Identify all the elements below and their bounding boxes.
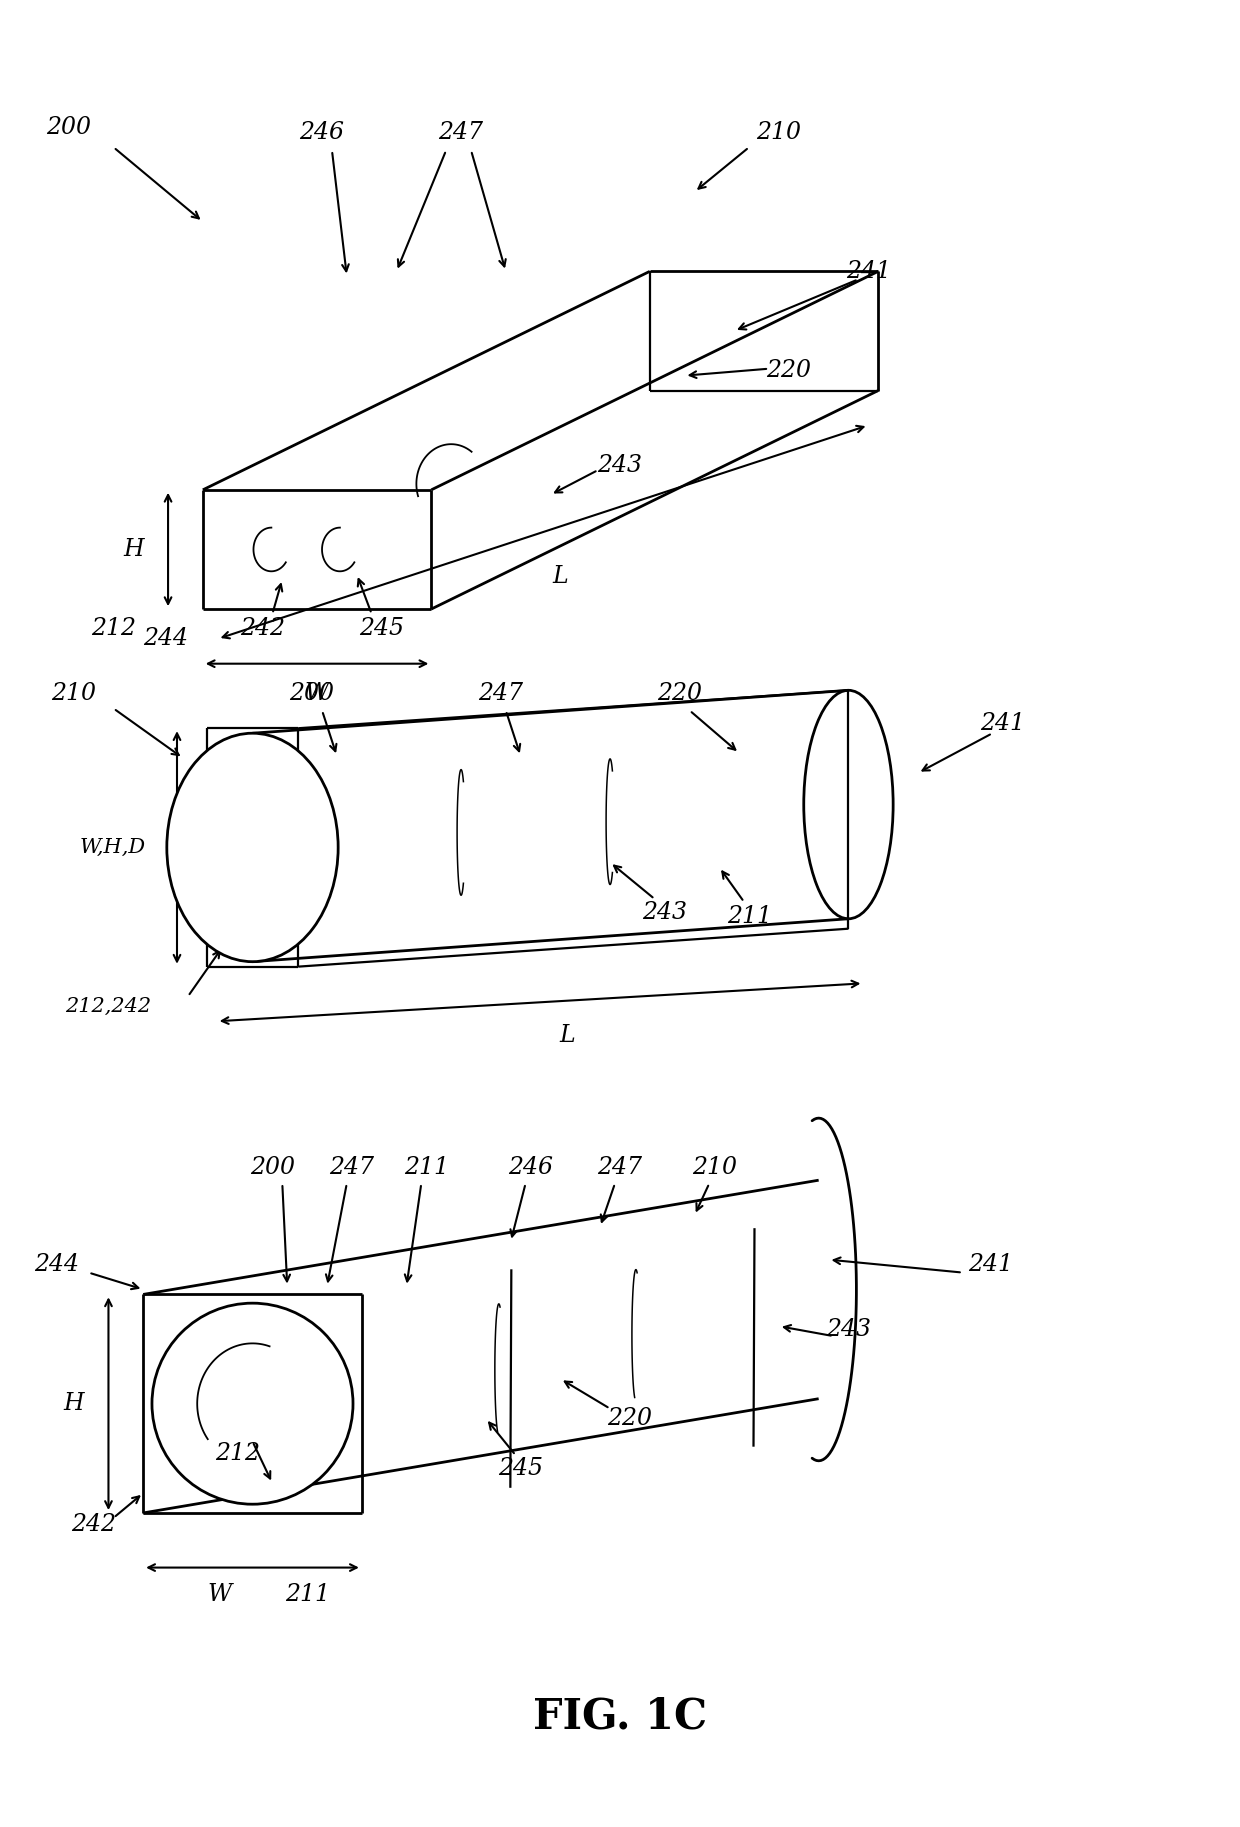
Text: 200: 200 (46, 115, 92, 139)
Text: W: W (207, 1582, 232, 1606)
Text: 210: 210 (692, 1156, 737, 1178)
Text: 200: 200 (290, 681, 335, 705)
Text: 242: 242 (239, 618, 285, 641)
Text: 220: 220 (766, 360, 811, 382)
Text: L: L (553, 565, 568, 588)
Text: 246: 246 (508, 1156, 553, 1178)
Text: 210: 210 (51, 681, 97, 705)
Text: L: L (559, 1025, 575, 1047)
Text: 211: 211 (727, 906, 771, 928)
Text: 220: 220 (657, 681, 702, 705)
Text: 247: 247 (330, 1156, 374, 1178)
Text: 212,242: 212,242 (66, 998, 151, 1016)
Text: H: H (63, 1392, 84, 1416)
Text: 243: 243 (598, 453, 642, 477)
Text: 246: 246 (300, 121, 345, 144)
Text: 245: 245 (498, 1456, 543, 1480)
Ellipse shape (153, 1303, 353, 1504)
Text: 244: 244 (33, 1253, 78, 1275)
Text: W,H,D: W,H,D (79, 839, 145, 857)
Ellipse shape (167, 733, 339, 961)
Text: 241: 241 (846, 259, 890, 283)
Text: 241: 241 (980, 713, 1025, 734)
Text: 241: 241 (967, 1253, 1013, 1275)
Text: 245: 245 (360, 618, 404, 641)
Text: 200: 200 (249, 1156, 295, 1178)
Text: 210: 210 (756, 121, 801, 144)
Text: 247: 247 (598, 1156, 642, 1178)
Text: 212: 212 (215, 1442, 260, 1465)
Text: 211: 211 (285, 1582, 330, 1606)
Text: FIG. 1C: FIG. 1C (533, 1695, 707, 1737)
Text: 212: 212 (91, 618, 136, 641)
Text: 244: 244 (144, 627, 188, 650)
Text: 243: 243 (642, 901, 687, 923)
Text: H: H (123, 537, 144, 561)
Text: 247: 247 (439, 121, 484, 144)
Text: 242: 242 (71, 1513, 117, 1537)
Text: W: W (305, 681, 329, 705)
Text: 247: 247 (479, 681, 523, 705)
Text: 211: 211 (404, 1156, 449, 1178)
Text: 220: 220 (608, 1407, 652, 1431)
Text: 243: 243 (826, 1317, 870, 1341)
